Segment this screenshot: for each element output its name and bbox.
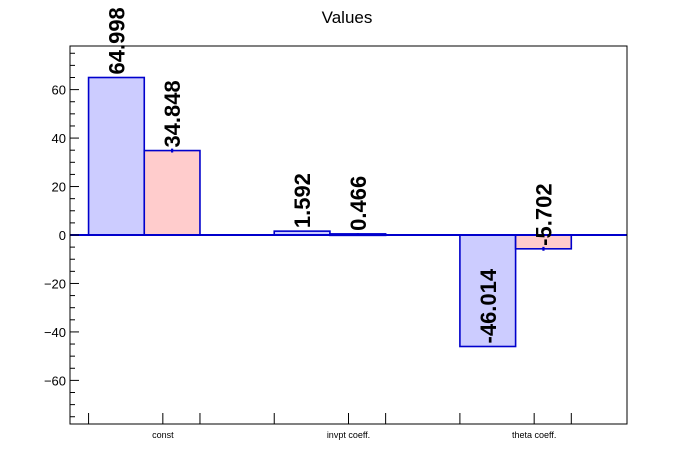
y-tick-label: 40 xyxy=(52,131,66,146)
value-label-series2-3: -5.702 xyxy=(531,183,556,245)
bar-series2-1 xyxy=(143,149,201,236)
y-tick-label: −40 xyxy=(44,325,66,340)
value-label-series2-1: 34.848 xyxy=(160,80,185,147)
value-labels-layer: 64.998 1.592 -46.014 34.848 0.466 -5.702 xyxy=(104,7,556,343)
x-axis: const invpt coeff. theta coeff. xyxy=(88,413,572,440)
bar-series1-1 xyxy=(87,76,146,236)
chart-title: Values xyxy=(322,8,373,27)
y-tick-label: 60 xyxy=(52,83,66,98)
value-label-series1-1: 64.998 xyxy=(104,7,129,74)
value-label-series1-2: 1.592 xyxy=(290,173,315,228)
y-tick-label: 20 xyxy=(52,180,66,195)
y-tick-label: −20 xyxy=(44,276,66,291)
value-label-series1-3: -46.014 xyxy=(476,268,501,343)
x-category-label: const xyxy=(152,430,174,440)
x-category-label: invpt coeff. xyxy=(327,430,370,440)
y-axis: −60 −40 −20 0 20 40 60 xyxy=(44,52,79,418)
bar-series1-3 xyxy=(459,234,517,348)
x-category-label: theta coeff. xyxy=(512,430,556,440)
bars-layer xyxy=(87,76,573,348)
value-label-series2-2: 0.466 xyxy=(346,176,371,231)
y-tick-label: −60 xyxy=(44,373,66,388)
y-tick-label: 0 xyxy=(59,228,66,243)
